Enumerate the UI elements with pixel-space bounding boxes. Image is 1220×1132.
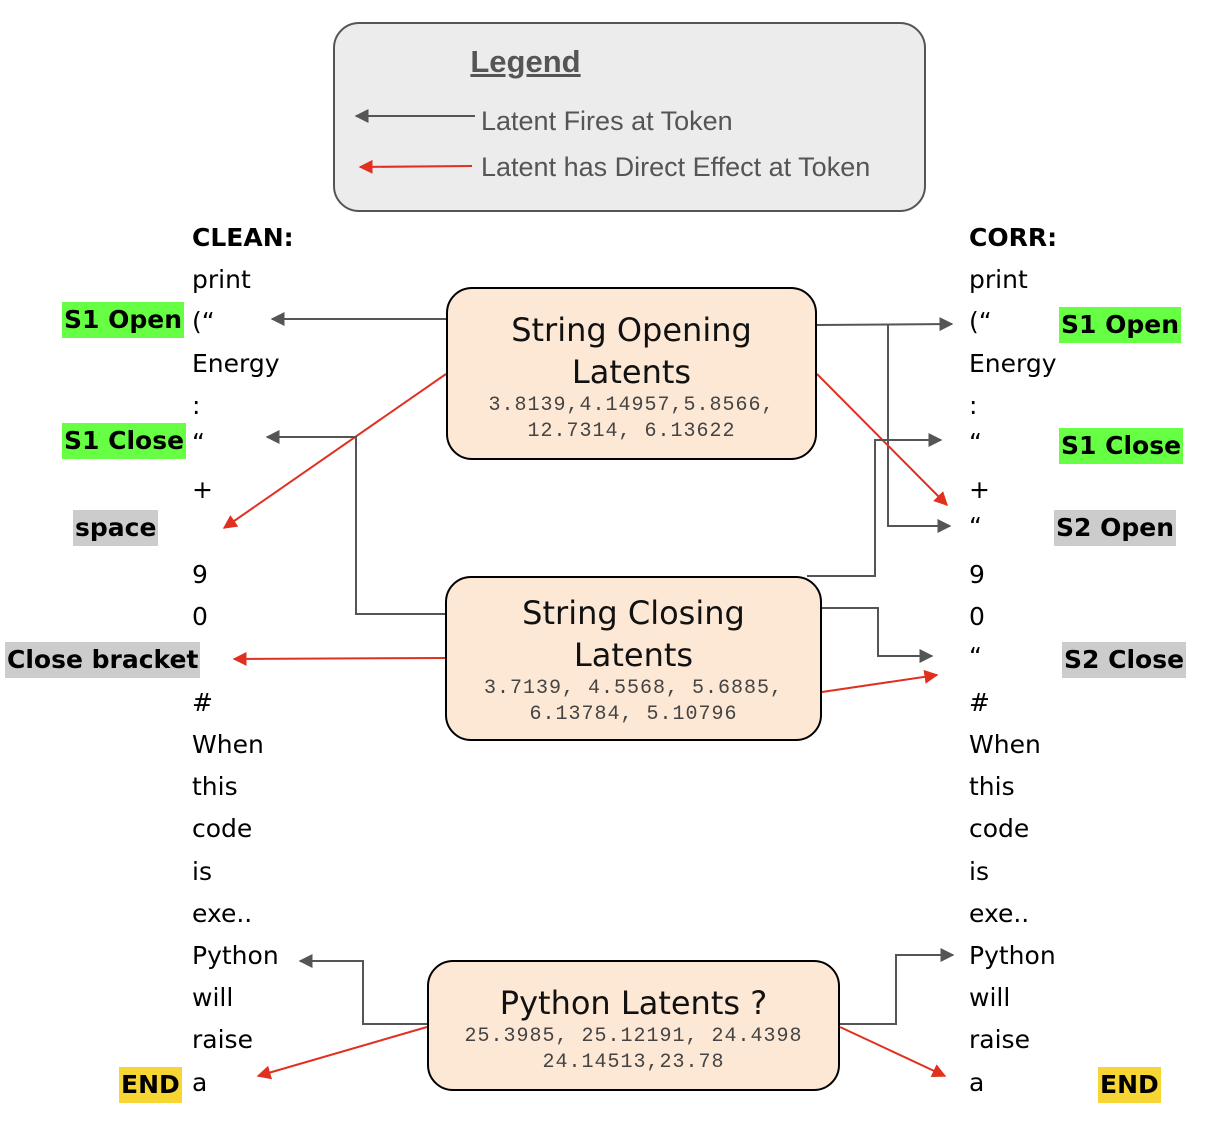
corr-end-label: END [1098,1067,1161,1103]
clean-s1-close-label: S1 Close [62,423,187,459]
clean-s1-open-label: S1 Open [62,302,185,338]
corr-s1-close-label: S1 Close [1059,428,1184,464]
opening-to-clean-space [222,373,447,529]
clean-token: will [192,983,234,1012]
node-title: Python Latents ? [499,984,768,1022]
corr-header: CORR: [969,223,1058,252]
corr-token: # [969,688,990,717]
closing-to-corr-s2close-direct [821,669,939,693]
string-closing-latents-node: String Closing Latents 3.7139, 4.5568, 5… [445,576,822,741]
closing-to-corr-s1close [807,433,943,577]
clean-token: raise [192,1025,253,1054]
python-to-clean-python [298,954,427,1025]
python-latents-node: Python Latents ? 25.3985, 25.12191, 24.4… [427,960,840,1091]
corr-token: this [969,772,1015,801]
clean-token: # [192,688,213,717]
corr-token: : [969,391,978,420]
corr-token: (“ [969,307,992,336]
node-values: 3.8139,4.14957,5.8566, [488,394,775,417]
corr-token: will [969,983,1011,1012]
node-title: String Opening [511,311,752,349]
corr-token: “ [969,512,982,541]
clean-token: exe.. [192,899,253,928]
clean-token: : [192,391,201,420]
clean-token: Energy [192,349,280,378]
corr-token: Python [969,941,1056,970]
clean-close-bracket-label: Close bracket [5,642,201,678]
corr-s2-open-label: S2 Open [1054,510,1177,546]
clean-end-label: END [119,1067,182,1103]
clean-token: + [192,475,213,504]
legend-fires-label: Latent Fires at Token [481,106,733,136]
opening-to-corr-s1open [816,317,954,332]
clean-token: “ [192,428,205,457]
legend-title: Legend [470,44,581,79]
python-to-corr-end [839,1026,947,1078]
closing-to-clean-bracket [232,651,446,666]
clean-header: CLEAN: [192,223,294,252]
corr-token: a [969,1068,985,1097]
node-values: 24.14513,23.78 [542,1051,725,1074]
node-title: Latents [573,636,694,674]
corr-token: When [969,730,1041,759]
clean-token: is [192,857,212,886]
corr-token: raise [969,1025,1030,1054]
clean-token: 0 [192,602,208,631]
string-opening-latents-node: String Opening Latents 3.8139,4.14957,5.… [446,287,817,460]
clean-space-label: space [73,510,159,546]
corr-s2-close-label: S2 Close [1062,642,1187,678]
corr-token: 9 [969,560,985,589]
python-to-clean-end [256,1026,428,1080]
corr-token: “ [969,642,982,671]
clean-token: code [192,814,253,843]
clean-token: Python [192,941,279,970]
clean-token: (“ [192,307,215,336]
corr-s1-open-label: S1 Open [1059,307,1182,343]
clean-token: this [192,772,238,801]
python-to-corr-python [840,948,955,1025]
corr-token: exe.. [969,899,1030,928]
corr-token: code [969,814,1030,843]
node-values: 12.7314, 6.13622 [527,420,736,443]
corr-token: 0 [969,602,985,631]
node-values: 3.7139, 4.5568, 5.6885, [483,677,784,700]
corr-token: is [969,857,989,886]
opening-to-corr-s2open [887,325,952,533]
clean-token: When [192,730,264,759]
corr-token: Energy [969,349,1057,378]
node-title: String Closing [522,594,745,632]
clean-token: 9 [192,560,208,589]
node-values: 25.3985, 25.12191, 24.4398 [464,1025,803,1048]
clean-token: print [192,265,251,294]
node-title: Latents [571,353,692,391]
node-values: 6.13784, 5.10796 [529,703,738,726]
corr-token: + [969,475,990,504]
closing-to-corr-s2close [822,607,934,663]
closing-to-clean-s1close [265,430,446,615]
clean-token: a [192,1068,208,1097]
corr-token: print [969,265,1028,294]
legend-direct-arrow [358,159,473,174]
corr-token: “ [969,428,982,457]
legend-direct-label: Latent has Direct Effect at Token [481,152,871,182]
